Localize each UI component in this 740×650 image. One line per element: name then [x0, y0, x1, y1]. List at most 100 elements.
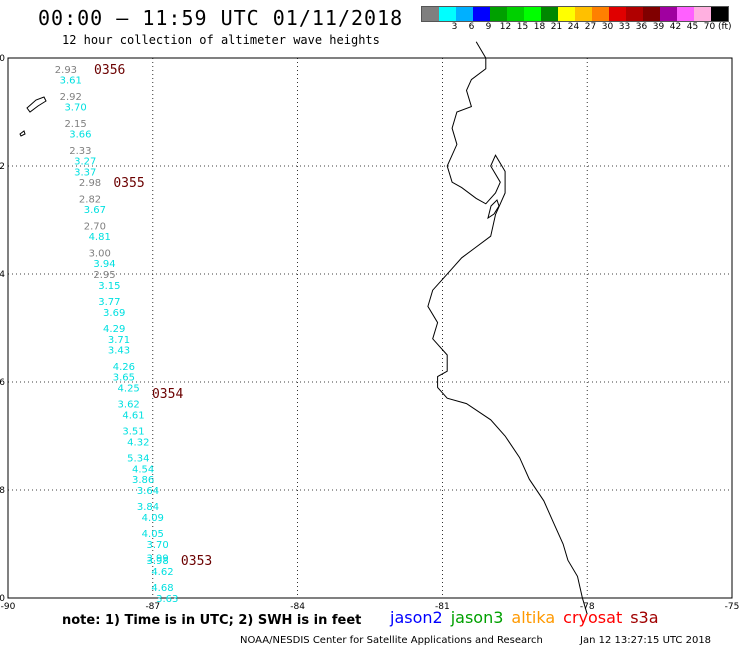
wave-height-value: 3.61	[60, 76, 82, 87]
lat-tick-label: -8	[0, 486, 5, 496]
wave-height-value: 2.95	[93, 270, 115, 281]
legend-label: 42	[669, 22, 682, 32]
wave-height-labels: 2.933.612.923.702.153.662.333.273.372.98…	[55, 65, 179, 605]
wave-height-value: 3.94	[93, 259, 115, 270]
wave-height-value: 3.66	[69, 130, 91, 141]
legend-swatch	[575, 7, 592, 21]
legend-label: 33	[618, 22, 631, 32]
wave-height-value: 3.67	[84, 205, 106, 216]
wave-height-value: 3.65	[113, 373, 135, 384]
wave-height-value: 3.70	[64, 103, 86, 114]
legend-label: 36	[635, 22, 648, 32]
island-shape	[26, 96, 47, 113]
legend-swatch	[439, 7, 456, 21]
wave-height-value: 2.70	[84, 221, 106, 232]
lat-tick-label: -10	[0, 594, 5, 604]
legend-swatch	[694, 7, 711, 21]
legend-label: 15	[516, 22, 529, 32]
lat-tick-label: 0	[0, 54, 5, 64]
footer-note: note: 1) Time is in UTC; 2) SWH is in fe…	[62, 613, 362, 628]
legend-label: 45	[686, 22, 699, 32]
lon-tick-label: -75	[725, 602, 740, 612]
wave-height-value: 4.25	[118, 383, 140, 394]
wave-height-value: 3.00	[89, 248, 111, 259]
legend-label: 9	[485, 22, 492, 32]
generated-timestamp: Jan 12 13:27:15 UTC 2018	[580, 635, 712, 646]
map-title: 00:00 – 11:59 UTC 01/11/2018	[38, 6, 404, 30]
legend-label: 27	[584, 22, 597, 32]
legend-swatch	[490, 7, 507, 21]
lat-tick-label: -4	[0, 270, 5, 280]
wave-height-value: 3.69	[103, 308, 125, 319]
wave-height-value: 4.32	[127, 437, 149, 448]
legend-swatch	[422, 7, 439, 21]
wave-height-value: 4.26	[113, 362, 135, 373]
wave-height-value: 2.98	[79, 178, 101, 189]
wave-height-value: 4.05	[142, 529, 164, 540]
wave-height-value: 3.51	[122, 427, 144, 438]
legend-swatch	[711, 7, 728, 21]
legend-swatch	[507, 7, 524, 21]
wave-height-value: 4.81	[89, 232, 111, 243]
lat-tick-label: -6	[0, 378, 5, 388]
color-legend-labels: 3 6 9 12 15 18 21 24 27 30 33 36 39 42 45 70	[421, 22, 731, 34]
legend-unit: (ft)	[718, 22, 732, 32]
wave-height-value: 5.34	[127, 454, 149, 465]
wave-height-value: 3.70	[146, 540, 168, 551]
satellite-name: jason3	[450, 608, 504, 627]
island-shape	[487, 199, 500, 220]
map-frame	[7, 57, 733, 599]
satellite-legend: jason2 jason3 altika cryosat s3a	[390, 608, 667, 627]
wave-height-value: 4.62	[151, 567, 173, 578]
coastline-path	[427, 41, 588, 615]
wave-height-value: 3.63	[156, 594, 178, 605]
wave-height-value: 4.61	[122, 410, 144, 421]
legend-label: 70	[703, 22, 716, 32]
wave-height-value: 3.43	[108, 346, 130, 357]
legend-swatch	[558, 7, 575, 21]
legend-label: 18	[533, 22, 546, 32]
wave-height-value: 2.82	[79, 194, 101, 205]
time-marker: 0356	[94, 63, 125, 78]
satellite-name: jason2	[390, 608, 443, 627]
legend-swatch	[592, 7, 609, 21]
legend-swatch	[677, 7, 694, 21]
legend-label: 6	[468, 22, 475, 32]
island-shape	[19, 130, 26, 137]
wave-height-value: 2.33	[69, 146, 91, 157]
lat-lon-grid	[7, 57, 733, 599]
coastline	[19, 41, 588, 615]
wave-height-value: 4.54	[132, 464, 154, 475]
wave-height-value: 2.93	[55, 65, 77, 76]
legend-swatch	[473, 7, 490, 21]
time-marker: 0355	[113, 176, 144, 191]
wave-height-value: 4.68	[151, 583, 173, 594]
wave-height-value: 3.86	[132, 475, 154, 486]
wave-height-value: 3.64	[137, 486, 159, 497]
time-markers: 0356 0355 0354 0353	[94, 63, 212, 569]
lat-tick-label: -2	[0, 162, 5, 172]
legend-swatch	[643, 7, 660, 21]
wave-height-value: 3.27	[74, 157, 96, 168]
wave-height-value: 3.98	[146, 556, 168, 567]
legend-label: 24	[567, 22, 580, 32]
lon-tick-label: -81	[435, 602, 450, 612]
legend-label: 39	[652, 22, 665, 32]
wave-height-value: 2.15	[64, 119, 86, 130]
legend-swatch	[541, 7, 558, 21]
legend-swatch	[660, 7, 677, 21]
wave-height-value: 3.71	[108, 335, 130, 346]
wave-height-value: 4.09	[142, 513, 164, 524]
legend-swatch	[456, 7, 473, 21]
time-marker: 0354	[152, 387, 183, 402]
wave-height-value: 3.37	[74, 167, 96, 178]
legend-label: 3	[451, 22, 458, 32]
wave-height-value: 4.29	[103, 324, 125, 335]
credit-line: NOAA/NESDIS Center for Satellite Applica…	[240, 635, 543, 646]
satellite-name: cryosat	[563, 608, 623, 627]
wave-height-value: 3.99	[146, 554, 168, 565]
lon-tick-label: -78	[580, 602, 595, 612]
wave-height-value: 3.15	[98, 281, 120, 292]
